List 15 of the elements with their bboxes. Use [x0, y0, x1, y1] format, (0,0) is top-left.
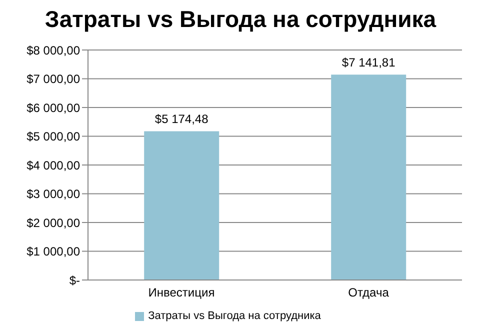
x-tick-label: Отдача — [348, 286, 390, 300]
x-tick-label: Инвестиция — [148, 286, 215, 300]
y-tick-label: $7 000,00 — [26, 72, 80, 86]
legend-label: Затраты vs Выгода на сотрудника — [148, 310, 321, 322]
data-label: $5 174,48 — [154, 112, 209, 126]
y-tick-label: $8 000,00 — [26, 43, 80, 58]
y-tick-label: $1 000,00 — [26, 244, 80, 259]
y-tick-label: $5 000,00 — [26, 130, 80, 144]
data-label: $7 141,81 — [342, 56, 396, 70]
y-tick-label: $3 000,00 — [26, 187, 80, 202]
y-tick-label: $6 000,00 — [26, 100, 80, 115]
chart-title: Затраты vs Выгода на сотрудника — [44, 6, 438, 33]
y-tick-label: $- — [69, 273, 80, 288]
y-tick-label: $4 000,00 — [26, 158, 80, 172]
y-tick-label: $2 000,00 — [26, 216, 80, 230]
